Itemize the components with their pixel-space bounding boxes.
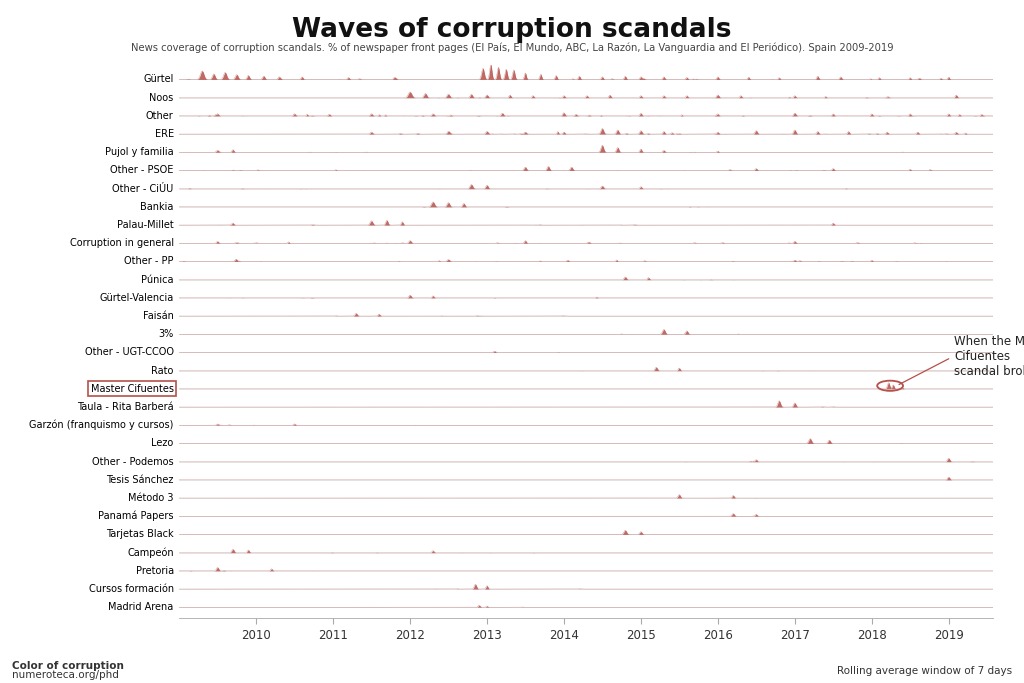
Text: numeroteca.org/phd: numeroteca.org/phd: [12, 669, 119, 680]
Text: Rolling average window of 7 days: Rolling average window of 7 days: [837, 666, 1012, 676]
Text: When the Master
Cifuentes
scandal broke: When the Master Cifuentes scandal broke: [899, 335, 1024, 385]
Text: News coverage of corruption scandals. % of newspaper front pages (El País, El Mu: News coverage of corruption scandals. % …: [131, 42, 893, 53]
Text: Color of corruption: Color of corruption: [12, 660, 124, 671]
Text: Waves of corruption scandals: Waves of corruption scandals: [292, 17, 732, 43]
